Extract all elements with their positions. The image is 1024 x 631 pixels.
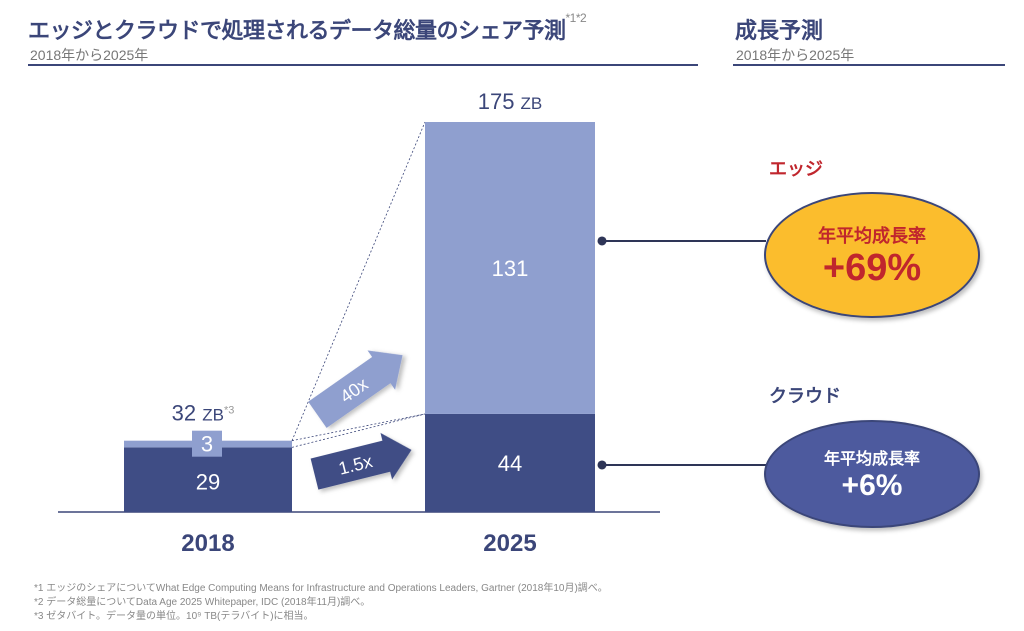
footnote-1: *1 エッジのシェアについてWhat Edge Computing Means … <box>34 583 608 594</box>
bar-cloud-2018 <box>124 447 292 512</box>
value-label-cloud-2025: 44 <box>498 451 522 476</box>
growth-arrow-edge: 40x <box>308 350 403 428</box>
leader-dot-edge <box>597 236 607 246</box>
growth-arrow-shape-cloud <box>310 432 412 490</box>
growth-divider <box>733 64 1005 66</box>
edge-cagr-value: +69% <box>822 247 922 289</box>
footnote-2: *2 データ総量についてData Age 2025 Whitepaper, ID… <box>34 597 371 608</box>
edge-cagr-bubble: 年平均成長率 +69% <box>764 192 980 318</box>
connector-edge-bottom <box>291 413 426 442</box>
footnotes: *1 エッジのシェアについてWhat Edge Computing Means … <box>34 582 608 624</box>
bar-edge-2025 <box>425 122 595 414</box>
value-label-edge-bg-2018 <box>192 430 222 457</box>
connector-cloud-top <box>291 413 426 448</box>
connector-edge-top <box>291 121 426 441</box>
total-label-2018: 32 ZB*3 <box>172 401 235 426</box>
category-label-2025: 2025 <box>483 530 536 557</box>
growth-title: 成長予測 <box>735 18 824 43</box>
leader-dot-cloud <box>597 460 607 470</box>
title-footnote-marker: *1*2 <box>565 11 587 25</box>
cloud-cagr-value: +6% <box>841 469 903 502</box>
footnote-3: *3 ゼタバイト。データ量の単位。10⁹ TB(テラバイト)に相当。 <box>34 611 314 622</box>
growth-arrow-cloud: 1.5x <box>310 432 412 490</box>
growth-arrow-shape-edge <box>308 350 403 428</box>
page-title: エッジとクラウドで処理されるデータ総量のシェア予測*1*2 <box>28 11 587 43</box>
value-label-edge-2025: 131 <box>492 256 529 281</box>
page-subtitle: 2018年から2025年 <box>30 47 149 63</box>
cloud-cagr-bubble: 年平均成長率 +6% <box>764 420 980 528</box>
growth-subtitle: 2018年から2025年 <box>736 47 855 63</box>
value-label-edge-2018: 3 <box>201 432 213 457</box>
bar-cloud-2025 <box>425 413 595 512</box>
value-label-cloud-2018: 29 <box>196 469 220 494</box>
total-label-2025: 175 ZB <box>478 89 543 114</box>
category-label-2018: 2018 <box>181 530 234 557</box>
cloud-growth-label: クラウド <box>769 386 841 406</box>
cloud-cagr-label: 年平均成長率 <box>823 451 920 468</box>
title-divider <box>28 64 698 66</box>
edge-cagr-label: 年平均成長率 <box>818 226 926 246</box>
edge-growth-label: エッジ <box>769 159 823 179</box>
